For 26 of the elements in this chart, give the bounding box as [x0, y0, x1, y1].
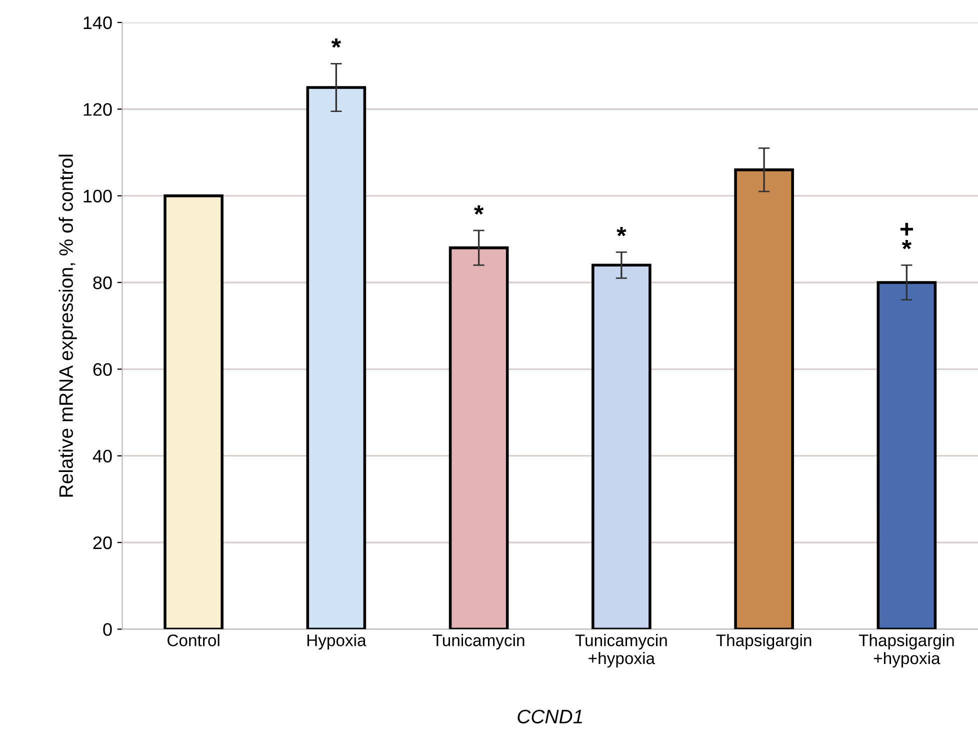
- data-label: *: [331, 38, 342, 48]
- x-tick-label: Thapsigargin +hypoxia: [858, 634, 954, 668]
- y-tick-label: 60: [93, 363, 112, 376]
- y-tick-label: 20: [93, 536, 112, 550]
- bar: [164, 194, 224, 630]
- y-tick-label: 100: [84, 190, 112, 203]
- y-tick-label: 80: [93, 276, 112, 290]
- data-label: *: [474, 205, 484, 215]
- x-axis-title: CCND1: [518, 710, 582, 724]
- x-tick-label: Hypoxia: [307, 634, 366, 650]
- bar: [734, 168, 794, 630]
- bar: [306, 86, 366, 630]
- data-label: + *: [900, 222, 913, 250]
- data-label: *: [616, 226, 626, 236]
- bar: [448, 246, 509, 630]
- bar: [592, 264, 652, 630]
- x-tick-label: Control: [168, 634, 220, 646]
- y-axis-title: Relative mRNA expression, % of control: [58, 154, 77, 497]
- y-tick-label: 40: [92, 450, 112, 463]
- bar: [876, 281, 937, 630]
- y-tick-label: 140: [84, 16, 112, 30]
- x-tick-label: Tunicamycin: [432, 634, 524, 650]
- y-tick-label: 120: [84, 103, 112, 116]
- x-tick-label: Thapsigargin: [716, 634, 812, 650]
- x-tick-label: Tunicamycin +hypoxia: [575, 634, 667, 668]
- y-tick-label: 0: [103, 623, 112, 636]
